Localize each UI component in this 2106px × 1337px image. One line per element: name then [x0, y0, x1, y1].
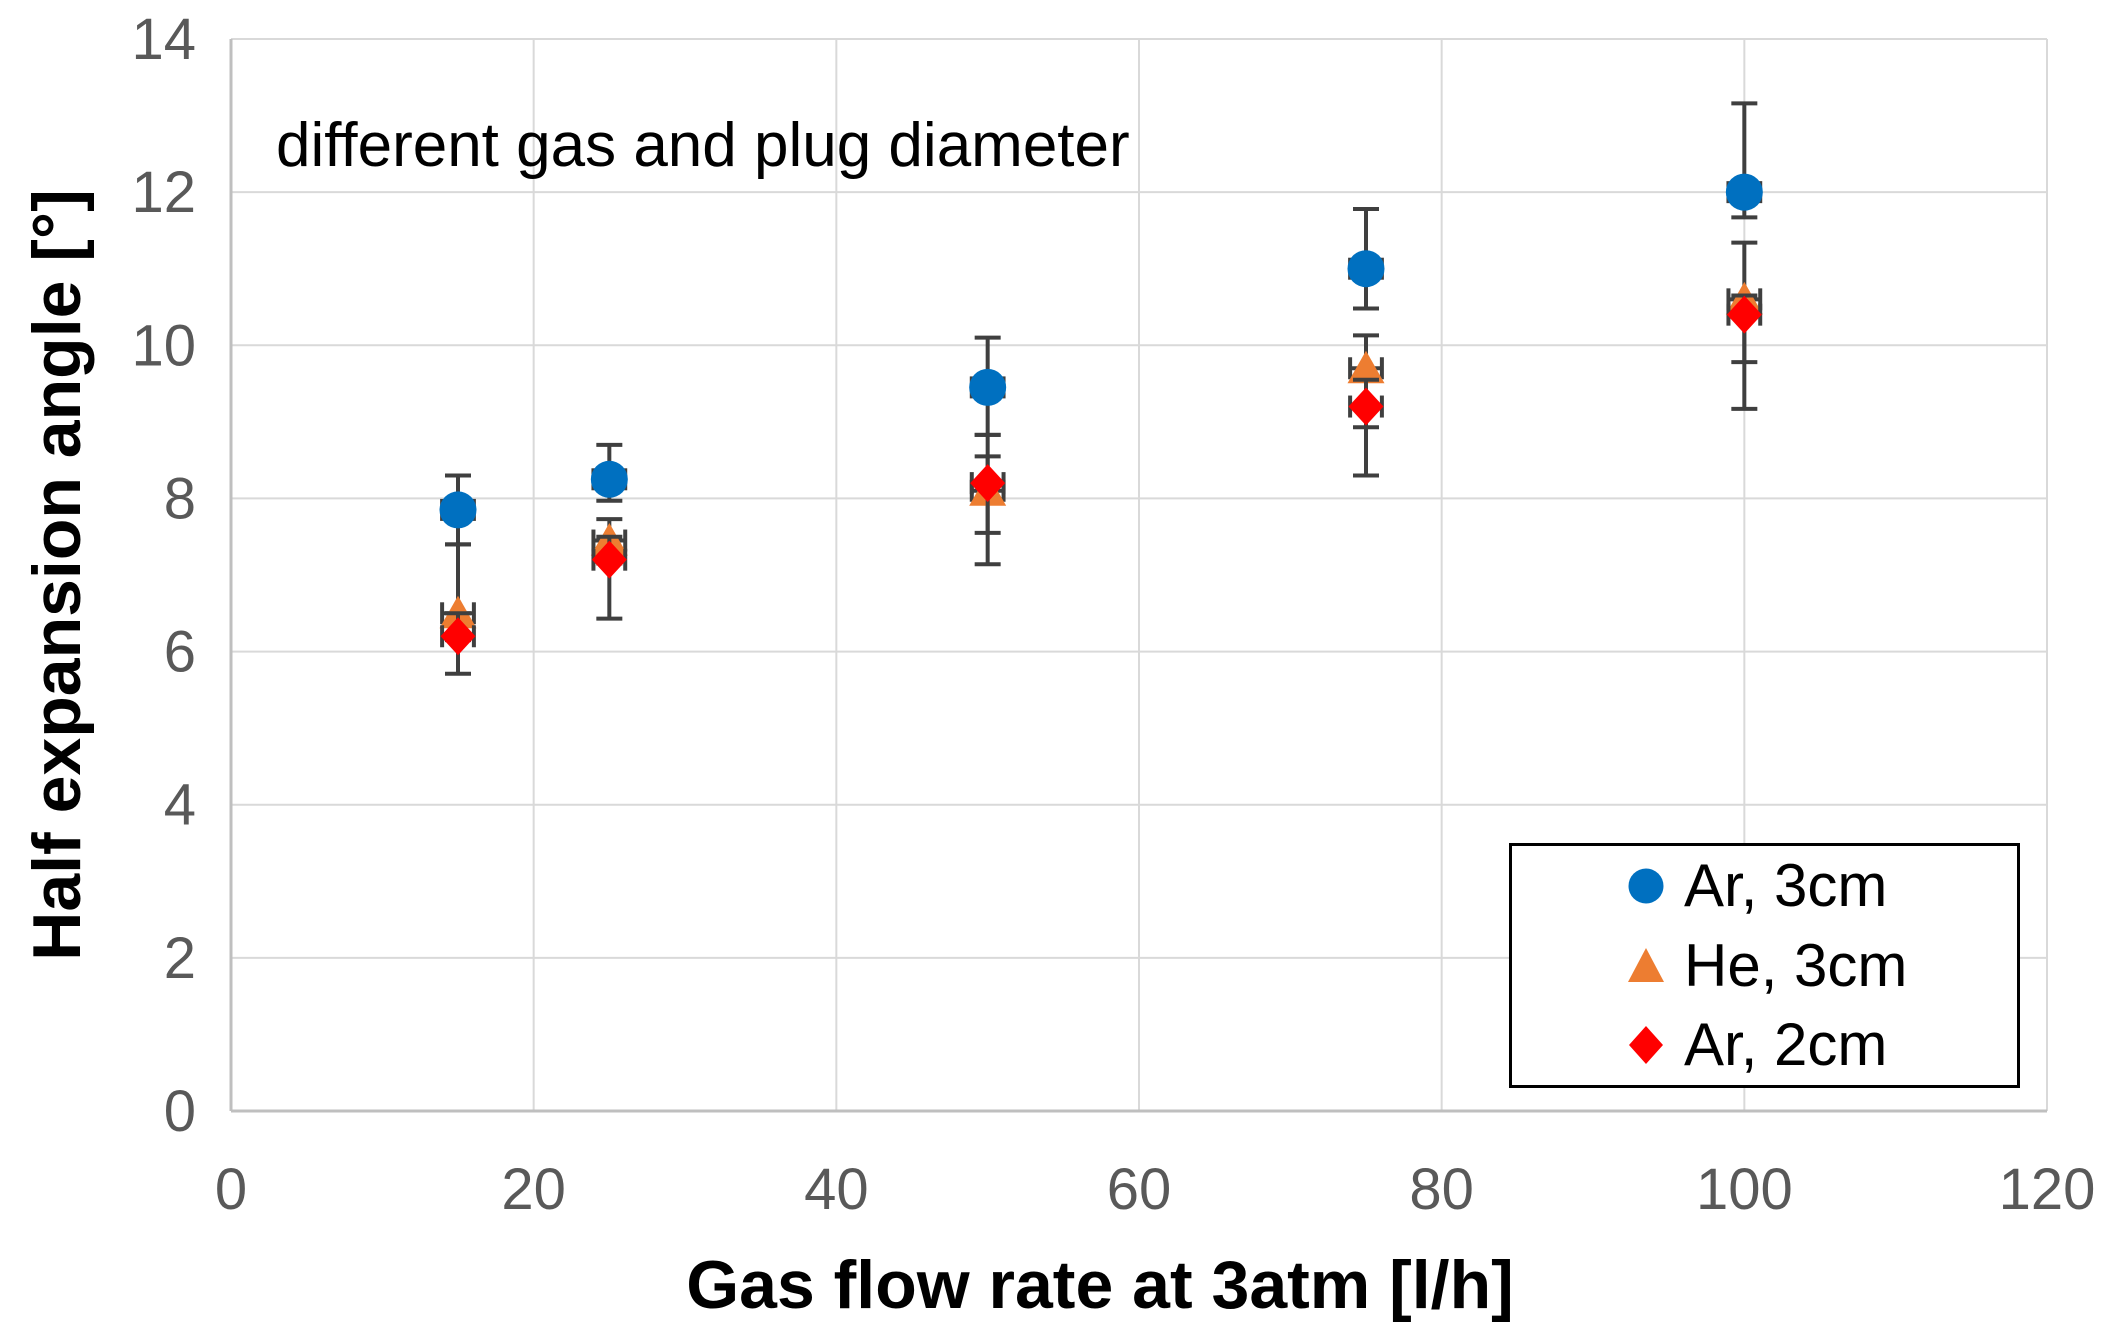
data-point-circle: [439, 491, 477, 529]
legend-item-he-3cm: He, 3cm: [1512, 926, 2017, 1006]
x-tick-label: 40: [804, 1157, 869, 1222]
series-ar-2cm: [440, 293, 1763, 676]
data-point-circle: [590, 460, 628, 498]
y-tick-label: 4: [164, 773, 196, 838]
legend-marker-circle-icon: [1624, 864, 1668, 908]
legend-label: He, 3cm: [1684, 931, 1908, 999]
y-tick-label: 2: [164, 926, 196, 991]
data-point-diamond: [970, 464, 1006, 503]
legend-marker-triangle-icon: [1624, 944, 1668, 988]
y-tick-label: 12: [131, 160, 196, 225]
data-point-triangle: [1347, 350, 1385, 384]
tick-labels: 0 20 40 60 80 100 120 0 2 4 6 8 10 12 14: [131, 7, 2095, 1222]
data-point-diamond: [1726, 295, 1762, 334]
data-series: [439, 101, 1763, 676]
y-tick-label: 6: [164, 620, 196, 685]
data-point-diamond: [1348, 387, 1384, 426]
legend-item-ar-2cm: Ar, 2cm: [1512, 1005, 2017, 1085]
legend: Ar, 3cm He, 3cm Ar, 2cm: [1509, 843, 2020, 1088]
data-point-diamond: [440, 617, 476, 656]
legend-marker-diamond-icon: [1624, 1023, 1668, 1067]
series-he-3cm: [439, 240, 1763, 643]
legend-label: Ar, 3cm: [1684, 851, 1888, 919]
legend-item-ar-3cm: Ar, 3cm: [1512, 846, 2017, 926]
x-tick-label: 20: [501, 1157, 566, 1222]
legend-label: Ar, 2cm: [1684, 1011, 1888, 1079]
y-tick-label: 14: [131, 7, 196, 72]
data-point-circle: [969, 368, 1007, 406]
x-tick-label: 100: [1696, 1157, 1793, 1222]
y-tick-label: 8: [164, 466, 196, 531]
y-axis-title: Half expansion angle [°]: [19, 189, 95, 961]
y-tick-label: 0: [164, 1079, 196, 1144]
chart-annotation: different gas and plug diameter: [276, 111, 1130, 180]
axis-lines: [229, 39, 2047, 1113]
x-axis-title: Gas flow rate at 3atm [l/h]: [686, 1247, 1514, 1323]
y-tick-label: 10: [131, 313, 196, 378]
series-ar-3cm: [439, 101, 1763, 547]
data-point-circle: [1725, 173, 1763, 211]
x-tick-label: 0: [215, 1157, 247, 1222]
data-point-diamond: [591, 540, 627, 579]
x-tick-label: 80: [1409, 1157, 1474, 1222]
x-tick-label: 60: [1107, 1157, 1172, 1222]
x-tick-label: 120: [1999, 1157, 2096, 1222]
data-point-circle: [1347, 250, 1385, 288]
